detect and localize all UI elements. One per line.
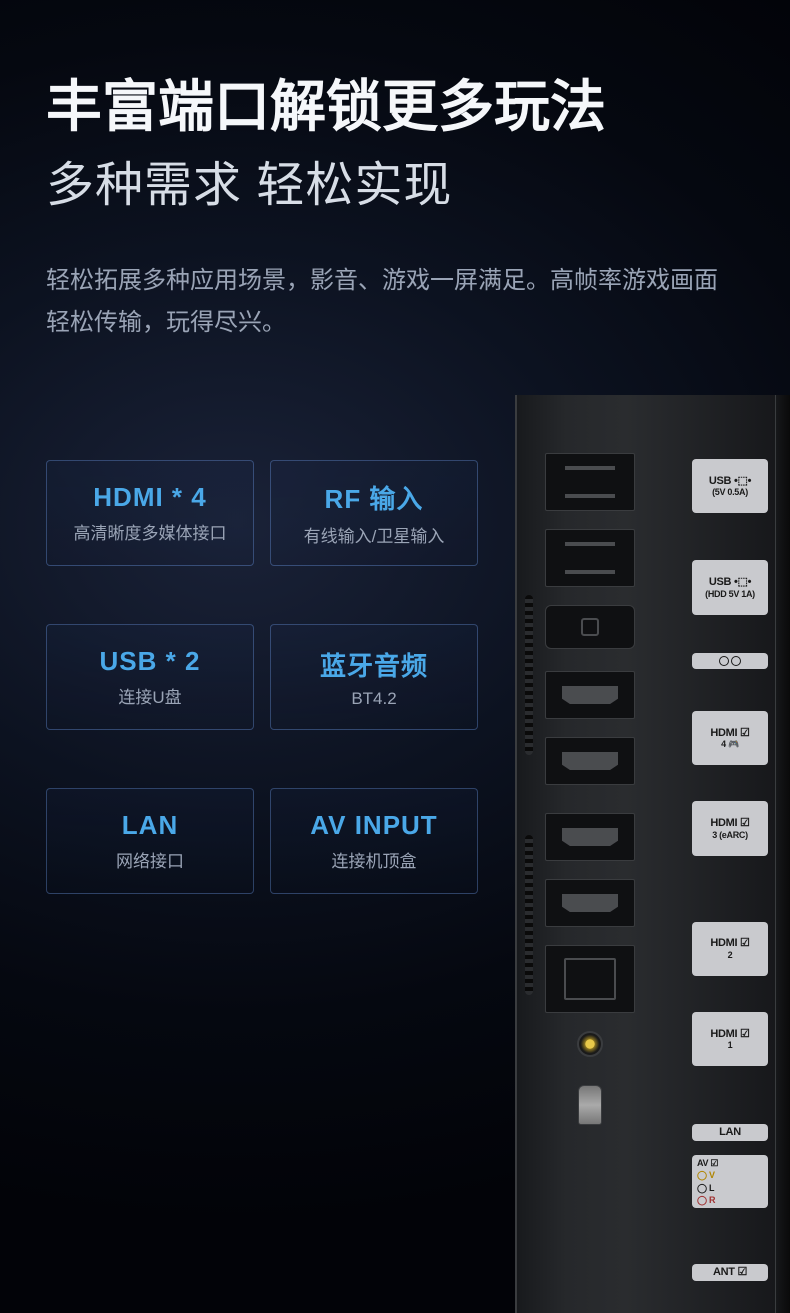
card-sub: 连接机顶盒 xyxy=(332,847,417,872)
card-sub: 网络接口 xyxy=(116,847,184,872)
ports-column xyxy=(545,453,635,1133)
usb-port-icon xyxy=(545,529,635,587)
label-hdmi1: HDMI ☑ 1 xyxy=(692,1012,768,1066)
page-subtitle: 多种需求 轻松实现 xyxy=(46,145,730,215)
card-title: USB * 2 xyxy=(100,646,201,677)
hdmi-port-icon xyxy=(545,671,635,719)
card-hdmi: HDMI * 4 高清晰度多媒体接口 xyxy=(46,460,254,566)
card-title: 蓝牙音频 xyxy=(320,646,428,683)
card-lan: LAN 网络接口 xyxy=(46,788,254,894)
screw-slot xyxy=(525,595,533,755)
label-line: 4 🎮 xyxy=(696,739,764,749)
circle-icon xyxy=(731,656,741,666)
label-hdmi2: HDMI ☑ 2 xyxy=(692,922,768,976)
device-side-panel: USB •⬚• (5V 0.5A) USB •⬚• (HDD 5V 1A) HD… xyxy=(515,395,790,1313)
card-title: RF 输入 xyxy=(325,479,424,516)
page-title: 丰富端口解锁更多玩法 xyxy=(46,75,730,139)
device-shell: USB •⬚• (5V 0.5A) USB •⬚• (HDD 5V 1A) HD… xyxy=(515,395,790,1313)
label-line: (5V 0.5A) xyxy=(696,487,764,497)
label-av: AV ☑ ◯ V ◯ L ◯ R xyxy=(692,1155,768,1208)
label-hdmi3: HDMI ☑ 3 (eARC) xyxy=(692,801,768,855)
label-line: ◯ L xyxy=(697,1183,714,1193)
header-block: 丰富端口解锁更多玩法 多种需求 轻松实现 轻松拓展多种应用场景，影音、游戏一屏满… xyxy=(46,75,730,344)
label-line: (HDD 5V 1A) xyxy=(696,589,764,599)
av-jack-icon xyxy=(577,1031,603,1057)
hdmi-port-icon xyxy=(545,737,635,785)
antenna-coax-icon xyxy=(578,1085,602,1125)
card-bluetooth: 蓝牙音频 BT4.2 xyxy=(270,624,478,730)
card-title: HDMI * 4 xyxy=(93,482,206,513)
page-description: 轻松拓展多种应用场景，影音、游戏一屏满足。高帧率游戏画面轻松传输，玩得尽兴。 xyxy=(46,260,730,344)
label-line: HDMI ☑ xyxy=(710,937,749,949)
card-title: LAN xyxy=(122,810,178,841)
labels-column: USB •⬚• (5V 0.5A) USB •⬚• (HDD 5V 1A) HD… xyxy=(692,459,768,1281)
feature-grid: HDMI * 4 高清晰度多媒体接口 RF 输入 有线输入/卫星输入 USB *… xyxy=(46,460,478,894)
label-line: USB •⬚• xyxy=(709,576,751,588)
card-rf: RF 输入 有线输入/卫星输入 xyxy=(270,460,478,566)
label-line: ◯ R xyxy=(697,1195,715,1205)
label-usb1: USB •⬚• (5V 0.5A) xyxy=(692,459,768,513)
optical-port-icon xyxy=(545,605,635,649)
screw-slot xyxy=(525,835,533,995)
card-sub: BT4.2 xyxy=(351,689,396,709)
label-line: HDMI ☑ xyxy=(710,727,749,739)
card-usb: USB * 2 连接U盘 xyxy=(46,624,254,730)
label-hdmi4: HDMI ☑ 4 🎮 xyxy=(692,711,768,765)
card-sub: 有线输入/卫星输入 xyxy=(304,522,445,547)
lan-port-icon xyxy=(545,945,635,1013)
card-av: AV INPUT 连接机顶盒 xyxy=(270,788,478,894)
card-title: AV INPUT xyxy=(310,810,437,841)
label-line: 3 (eARC) xyxy=(696,830,764,840)
label-line: HDMI ☑ xyxy=(710,817,749,829)
card-sub: 高清晰度多媒体接口 xyxy=(74,519,227,544)
label-line: USB •⬚• xyxy=(709,475,751,487)
label-lan: LAN xyxy=(692,1124,768,1141)
hdmi-port-icon xyxy=(545,879,635,927)
label-line: 1 xyxy=(696,1040,764,1050)
label-line: 2 xyxy=(696,950,764,960)
circle-icon xyxy=(719,656,729,666)
usb-port-icon xyxy=(545,453,635,511)
hdmi-port-icon xyxy=(545,813,635,861)
card-sub: 连接U盘 xyxy=(118,683,181,708)
label-usb2: USB •⬚• (HDD 5V 1A) xyxy=(692,560,768,614)
label-optical xyxy=(692,653,768,670)
label-line: AV ☑ xyxy=(697,1158,718,1168)
label-line: ◯ V xyxy=(697,1170,715,1180)
label-ant: ANT ☑ xyxy=(692,1264,768,1281)
label-line: HDMI ☑ xyxy=(710,1028,749,1040)
